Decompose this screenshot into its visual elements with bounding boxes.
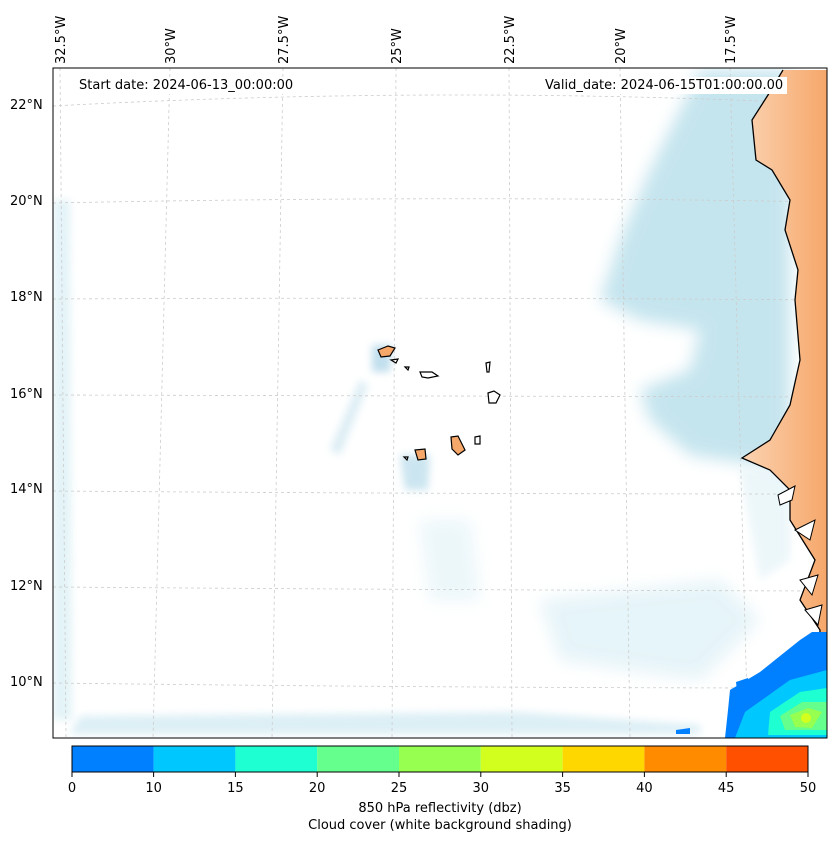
- cape-verde-islands: [377, 345, 501, 462]
- colorbar: [71, 745, 809, 777]
- colorbar-tick: 40: [636, 781, 653, 796]
- map-frame: [52, 67, 828, 739]
- colorbar-bin-3: [317, 746, 399, 772]
- colorbar-tick: 35: [554, 781, 571, 796]
- lat-label-20n: 20°N: [10, 194, 43, 209]
- colorbar-sublabel: Cloud cover (white background shading): [308, 818, 572, 833]
- reflectivity-field: [676, 632, 827, 738]
- colorbar-bin-0: [72, 746, 154, 772]
- colorbar-tick: 30: [472, 781, 490, 796]
- graticule: [53, 68, 827, 738]
- colorbar-tick: 45: [717, 781, 735, 796]
- lon-label-25w: 25°W: [390, 28, 405, 64]
- colorbar-bin-8: [726, 746, 808, 772]
- colorbar-label: 850 hPa reflectivity (dbz): [358, 801, 522, 816]
- colorbar-tick: 0: [67, 781, 77, 796]
- lat-label-22n: 22°N: [10, 98, 43, 113]
- colorbar-tick: 25: [390, 781, 408, 796]
- lat-label-18n: 18°N: [10, 290, 43, 305]
- colorbar-tick: 50: [799, 781, 817, 796]
- colorbar-tick: 10: [145, 781, 162, 796]
- lon-label-32-5w: 32.5°W: [54, 15, 69, 64]
- african-coast-land: [742, 70, 827, 738]
- lon-label-22-5w: 22.5°W: [503, 15, 518, 64]
- lon-label-20w: 20°W: [614, 28, 629, 64]
- colorbar-bin-7: [644, 746, 727, 772]
- valid-date-label: Valid_date: 2024-06-15T01:00:00.00: [541, 77, 788, 94]
- lon-label-17-5w: 17.5°W: [724, 15, 739, 64]
- colorbar-bin-6: [562, 746, 645, 772]
- colorbar-bin-1: [153, 746, 236, 772]
- colorbar-tick: 15: [227, 781, 244, 796]
- lon-label-27-5w: 27.5°W: [277, 15, 292, 64]
- lat-label-14n: 14°N: [10, 482, 43, 497]
- cloud-cover-shading: [53, 70, 790, 734]
- colorbar-bin-2: [235, 746, 318, 772]
- colorbar-tick: 20: [308, 781, 326, 796]
- colorbar-bin-4: [399, 746, 481, 772]
- coastline: [740, 69, 821, 738]
- lon-label-30w: 30°W: [164, 28, 179, 64]
- start-date-label: Start date: 2024-06-13_00:00:00: [75, 77, 298, 94]
- lat-label-10n: 10°N: [10, 675, 43, 690]
- lat-label-12n: 12°N: [10, 579, 43, 594]
- colorbar-bin-5: [480, 746, 563, 772]
- lat-label-16n: 16°N: [10, 387, 43, 402]
